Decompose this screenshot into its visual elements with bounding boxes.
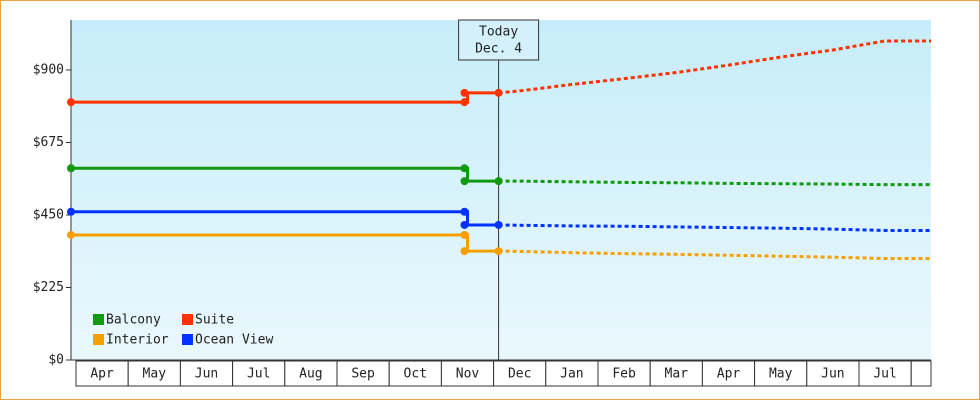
x-tick-label: Mar	[665, 367, 689, 382]
x-category-box	[545, 360, 599, 387]
point	[460, 207, 469, 216]
legend-swatch	[93, 314, 104, 325]
x-category-box	[127, 360, 181, 387]
x-category-box	[232, 360, 286, 387]
point	[67, 98, 75, 107]
x-category-box	[440, 360, 495, 387]
x-tick-label: Jul	[873, 367, 896, 382]
x-tick-label: Jan	[560, 367, 583, 382]
x-tick-label: Dec	[508, 367, 531, 382]
plot-area	[71, 20, 931, 360]
x-tick-label: Jun	[195, 367, 218, 382]
x-tick-label: May	[143, 367, 167, 382]
x-tick-label: Apr	[717, 367, 741, 382]
history-line	[71, 233, 499, 253]
x-category-box	[701, 360, 756, 387]
today-box	[458, 19, 540, 61]
y-tick-label: $225	[33, 280, 64, 295]
history-line	[71, 210, 499, 227]
point	[460, 247, 469, 256]
x-tick-label: Jul	[247, 367, 270, 382]
legend-label: Ocean View	[195, 333, 273, 348]
legend-swatch	[93, 334, 104, 345]
today-label: Dec. 4	[475, 42, 522, 57]
x-category-box	[858, 360, 912, 387]
legend-swatch	[182, 334, 193, 345]
today-label: Today	[479, 25, 518, 40]
point	[494, 88, 503, 97]
point	[460, 220, 469, 229]
x-tick-label: Sep	[351, 367, 375, 382]
x-tick-label: Feb	[612, 367, 636, 382]
x-tick-label: Nov	[456, 367, 480, 382]
x-tick-label: Apr	[90, 367, 114, 382]
forecast-line	[498, 223, 931, 232]
x-category-box	[284, 360, 338, 387]
x-tick-label: Jun	[821, 367, 844, 382]
point	[494, 220, 503, 229]
x-category-box	[806, 360, 860, 387]
forecast-line	[498, 249, 931, 260]
x-category-box	[649, 360, 703, 387]
x-category-box	[75, 360, 129, 387]
legend-label: Interior	[106, 333, 169, 348]
forecast-line	[498, 179, 931, 187]
point	[460, 98, 469, 107]
y-tick-label: $900	[33, 62, 64, 77]
point	[494, 177, 503, 186]
point	[67, 164, 75, 173]
x-tick-label: Oct	[404, 367, 427, 382]
x-tick-label: Aug	[299, 367, 322, 382]
x-tick-label: May	[769, 367, 793, 382]
legend-swatch	[182, 314, 193, 325]
legend-label: Suite	[195, 313, 234, 328]
point	[460, 88, 469, 97]
y-tick-label: $0	[48, 353, 64, 368]
x-category-box	[910, 360, 932, 387]
point	[460, 230, 469, 239]
y-tick-label: $450	[33, 207, 64, 222]
legend-label: Balcony	[106, 313, 161, 328]
y-tick-label: $675	[33, 135, 64, 150]
forecast-line	[498, 39, 931, 95]
point	[460, 164, 469, 173]
point	[67, 230, 75, 239]
history-line	[71, 166, 499, 183]
point	[494, 247, 503, 256]
point	[67, 207, 75, 216]
x-category-box	[179, 360, 234, 387]
history-line	[71, 91, 499, 104]
point	[460, 177, 469, 186]
